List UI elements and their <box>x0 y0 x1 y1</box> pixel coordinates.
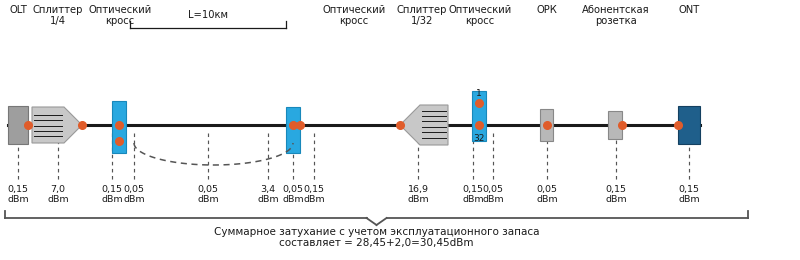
Text: 0,05: 0,05 <box>282 185 303 194</box>
Bar <box>540 109 553 141</box>
Text: розетка: розетка <box>595 16 637 26</box>
Bar <box>286 107 300 153</box>
Text: Сплиттер: Сплиттер <box>397 5 447 15</box>
Text: dBm: dBm <box>197 195 219 204</box>
Text: 1/4: 1/4 <box>50 16 66 26</box>
Text: 1: 1 <box>476 89 482 98</box>
Text: Оптический: Оптический <box>322 5 386 15</box>
Text: 32: 32 <box>474 134 485 143</box>
Text: 0,15: 0,15 <box>102 185 122 194</box>
Text: составляет = 28,45+2,0=30,45dBm: составляет = 28,45+2,0=30,45dBm <box>279 238 474 248</box>
Text: dBm: dBm <box>462 195 484 204</box>
Text: Абонентская: Абонентская <box>582 5 650 15</box>
Text: dBm: dBm <box>536 195 558 204</box>
Text: dBm: dBm <box>407 195 429 204</box>
Text: 0,05: 0,05 <box>123 185 145 194</box>
Bar <box>472 91 486 141</box>
Bar <box>8 106 28 144</box>
Text: ОРК: ОРК <box>537 5 558 15</box>
Text: dBm: dBm <box>7 195 29 204</box>
Text: 7,0: 7,0 <box>50 185 66 194</box>
Text: кросс: кросс <box>339 16 369 26</box>
Bar <box>608 111 622 139</box>
Text: dBm: dBm <box>282 195 304 204</box>
Bar <box>678 106 700 144</box>
Text: OLT: OLT <box>9 5 27 15</box>
Polygon shape <box>400 105 448 145</box>
Text: dBm: dBm <box>123 195 145 204</box>
Text: 0,05: 0,05 <box>537 185 558 194</box>
Text: dBm: dBm <box>101 195 123 204</box>
Text: 16,9: 16,9 <box>407 185 429 194</box>
Text: 3,4: 3,4 <box>261 185 275 194</box>
Text: кросс: кросс <box>466 16 494 26</box>
Text: 0,15: 0,15 <box>606 185 626 194</box>
Bar <box>112 101 126 153</box>
Text: Суммарное затухание с учетом эксплуатационного запаса: Суммарное затухание с учетом эксплуатаци… <box>214 227 539 237</box>
Text: 0,15: 0,15 <box>678 185 699 194</box>
Text: L=10км: L=10км <box>188 10 228 20</box>
Text: Сплиттер: Сплиттер <box>33 5 83 15</box>
Text: dBm: dBm <box>605 195 627 204</box>
Text: ONT: ONT <box>678 5 700 15</box>
Text: dBm: dBm <box>47 195 69 204</box>
Text: dBm: dBm <box>678 195 700 204</box>
Text: 0,05: 0,05 <box>198 185 218 194</box>
Text: dBm: dBm <box>482 195 504 204</box>
Text: dBm: dBm <box>303 195 325 204</box>
Text: 0,05: 0,05 <box>482 185 503 194</box>
Text: Оптический: Оптический <box>448 5 512 15</box>
Text: dBm: dBm <box>257 195 279 204</box>
Text: 0,15: 0,15 <box>7 185 29 194</box>
Text: кросс: кросс <box>106 16 134 26</box>
Polygon shape <box>32 107 82 143</box>
Text: Оптический: Оптический <box>88 5 152 15</box>
Text: 0,15: 0,15 <box>462 185 483 194</box>
Text: 0,15: 0,15 <box>303 185 325 194</box>
Text: 1/32: 1/32 <box>411 16 433 26</box>
